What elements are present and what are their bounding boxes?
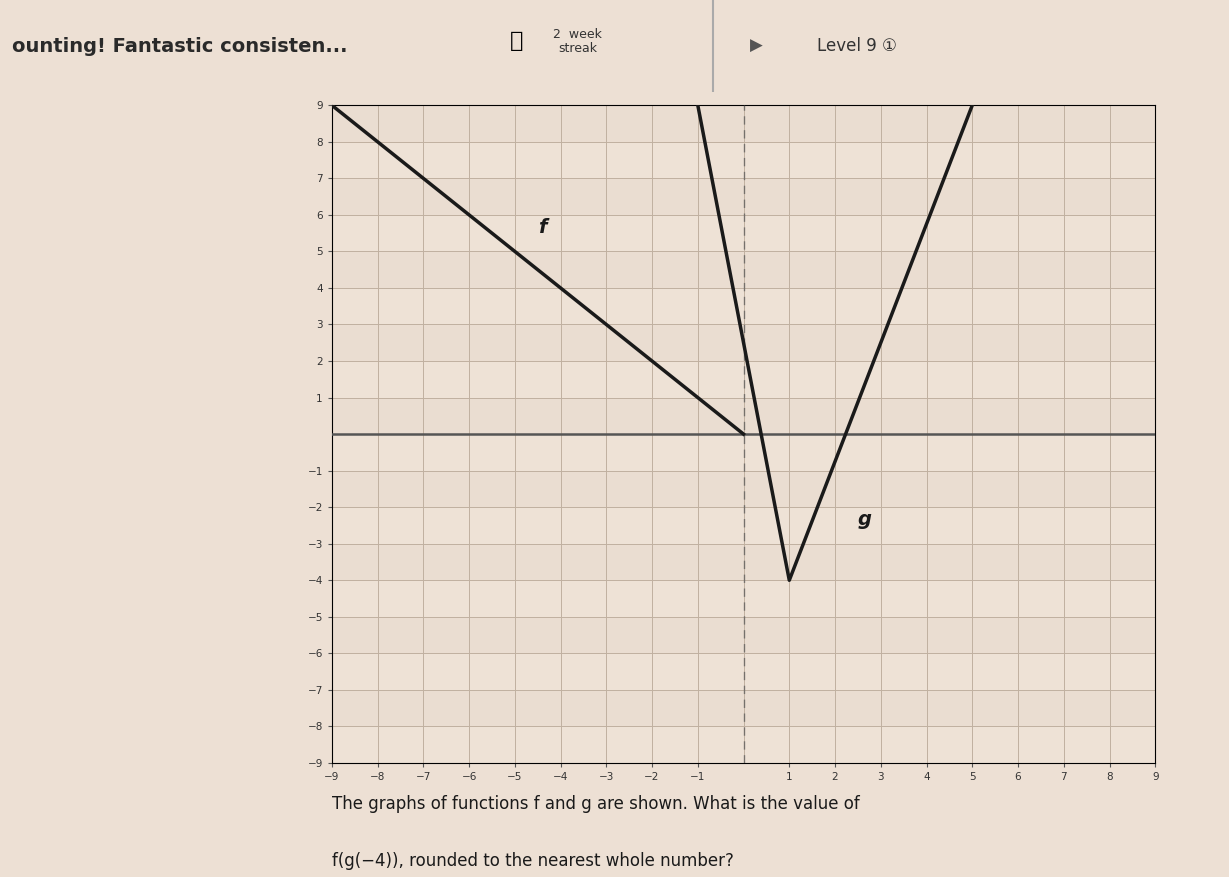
Text: g: g	[858, 510, 871, 530]
Bar	[332, 581, 1155, 617]
Text: ▶: ▶	[750, 37, 762, 55]
Bar	[332, 690, 1155, 726]
Bar	[332, 653, 1155, 690]
Text: f(g(−4)), rounded to the nearest whole number?: f(g(−4)), rounded to the nearest whole n…	[332, 852, 734, 870]
Bar	[332, 178, 1155, 215]
Text: 2  week
streak: 2 week streak	[553, 28, 602, 55]
Bar	[332, 507, 1155, 544]
Bar	[332, 397, 1155, 434]
Text: ounting! Fantastic consisten...: ounting! Fantastic consisten...	[12, 37, 348, 55]
Bar	[332, 471, 1155, 507]
Bar	[332, 105, 1155, 142]
Bar	[332, 142, 1155, 178]
Bar	[332, 215, 1155, 252]
Bar	[332, 252, 1155, 288]
Bar	[332, 288, 1155, 324]
Bar	[332, 361, 1155, 397]
Bar	[332, 617, 1155, 653]
Text: 🔥: 🔥	[510, 32, 522, 52]
Text: f: f	[538, 218, 546, 237]
Bar	[332, 544, 1155, 581]
Bar	[332, 324, 1155, 361]
Text: Level 9 ①: Level 9 ①	[817, 37, 897, 55]
Bar	[332, 726, 1155, 763]
Text: The graphs of functions f and g are shown. What is the value of: The graphs of functions f and g are show…	[332, 795, 859, 813]
Bar	[332, 434, 1155, 471]
